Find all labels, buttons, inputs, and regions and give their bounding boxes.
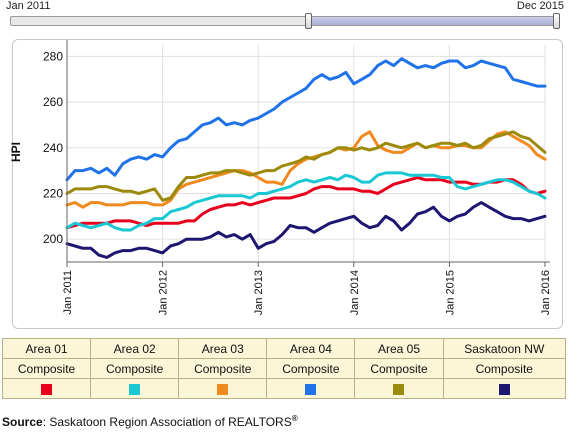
range-slider-selection[interactable] [309, 17, 554, 25]
y-tick-label: 260 [43, 95, 63, 109]
axes: 200 220 240 260 280 Jan 2011 Jan 2012 Jan 2013 J… [43, 40, 552, 315]
series-line-5 [65, 130, 547, 202]
series-line-6 [65, 201, 547, 259]
legend-swatch-cell-6[interactable] [442, 378, 567, 399]
x-tick-label: Jan 2012 [158, 270, 170, 315]
legend-subname-3: Composite [178, 358, 268, 379]
x-tick-label: Jan 2014 [349, 270, 361, 315]
legend-swatch-1[interactable] [41, 383, 53, 395]
source-note: Source: Saskatoon Region Association of … [2, 414, 298, 429]
legend-swatch-2[interactable] [129, 383, 141, 395]
legend-subname-4: Composite [266, 358, 356, 379]
legend-subname-6: Composite [442, 358, 567, 379]
grid-lines [66, 45, 546, 262]
y-axis-label: HPI [9, 142, 23, 162]
range-end-label: Dec 2015 [516, 0, 564, 12]
x-tick-label: Jan 2013 [253, 270, 265, 315]
legend-subname-1: Composite [1, 358, 92, 379]
legend-name-6: Saskatoon NW [442, 338, 567, 359]
series-line-4 [65, 57, 547, 182]
y-tick-label: 220 [43, 186, 63, 200]
range-slider-right-handle[interactable] [553, 13, 560, 29]
series-line-3 [65, 130, 547, 209]
legend-subname-5: Composite [354, 358, 444, 379]
legend-name-5: Area 05 [354, 338, 444, 359]
source-text: : Saskatoon Region Association of REALTO… [42, 415, 292, 429]
x-tick-label: Jan 2011 [62, 270, 74, 314]
x-tick-label: Jan 2015 [444, 270, 456, 315]
legend-subname-2: Composite [90, 358, 180, 379]
legend-swatch-cell-4[interactable] [266, 378, 356, 399]
legend-swatch-6[interactable] [498, 383, 510, 395]
x-tick-label: Jan 2016 [540, 270, 552, 315]
legend-name-4: Area 04 [266, 338, 356, 359]
legend-swatch-5[interactable] [393, 383, 405, 395]
legend-swatch-cell-3[interactable] [178, 378, 268, 399]
y-tick-label: 280 [43, 49, 63, 63]
series-line-2 [65, 171, 547, 232]
legend-subnames-row: Composite Composite Composite Composite Comp… [1, 358, 567, 379]
legend-name-2: Area 02 [90, 338, 180, 359]
legend-swatch-cell-2[interactable] [90, 378, 180, 399]
legend-name-1: Area 01 [1, 338, 92, 359]
range-start-label: Jan 2011 [6, 0, 51, 12]
range-slider-left-handle[interactable] [305, 13, 312, 29]
legend-swatch-cell-1[interactable] [1, 378, 92, 399]
series-line-1 [65, 176, 547, 230]
legend-swatch-4[interactable] [305, 383, 317, 395]
source-label: Source [2, 415, 43, 429]
y-tick-label: 200 [43, 232, 63, 246]
hpi-line-chart: 200 220 240 260 280 Jan 2011 Jan 2012 Jan 2013 J… [9, 40, 552, 315]
series-lines [65, 57, 547, 259]
registered-mark: ® [291, 414, 298, 423]
y-tick-label: 240 [43, 141, 63, 155]
legend-swatch-3[interactable] [217, 383, 229, 395]
legend-swatch-cell-5[interactable] [354, 378, 444, 399]
legend-names-row: Area 01 Area 02 Area 03 Area 04 Area 05 Saska… [1, 338, 567, 359]
legend-name-3: Area 03 [178, 338, 268, 359]
legend-table: Area 01 Area 02 Area 03 Area 04 Area 05 Saska… [1, 338, 567, 399]
legend-swatches-row [1, 378, 567, 399]
